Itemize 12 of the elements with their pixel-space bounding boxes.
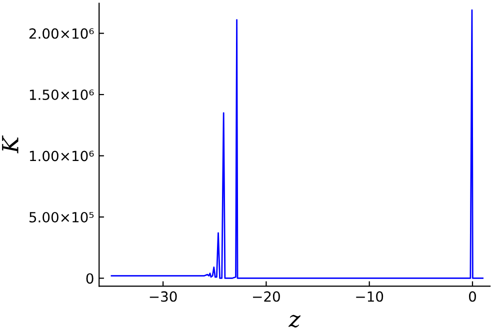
x-tick-label: −30 [150,291,177,302]
x-axis-title: z [288,314,301,328]
y-tick-label: 1.00×10⁶ [30,150,94,162]
x-tick-label: −10 [356,291,384,302]
y-axis-title: K [2,135,18,154]
y-tick-label: 5.00×10⁵ [30,212,94,222]
y-tick-label: 0 [86,273,94,284]
x-tick-label: −20 [253,291,280,302]
x-tick-label: 0 [468,291,476,302]
y-tick-label: 1.50×10⁶ [30,90,94,100]
y-tick-label: 2.00×10⁶ [29,28,94,39]
line-series [110,9,484,279]
